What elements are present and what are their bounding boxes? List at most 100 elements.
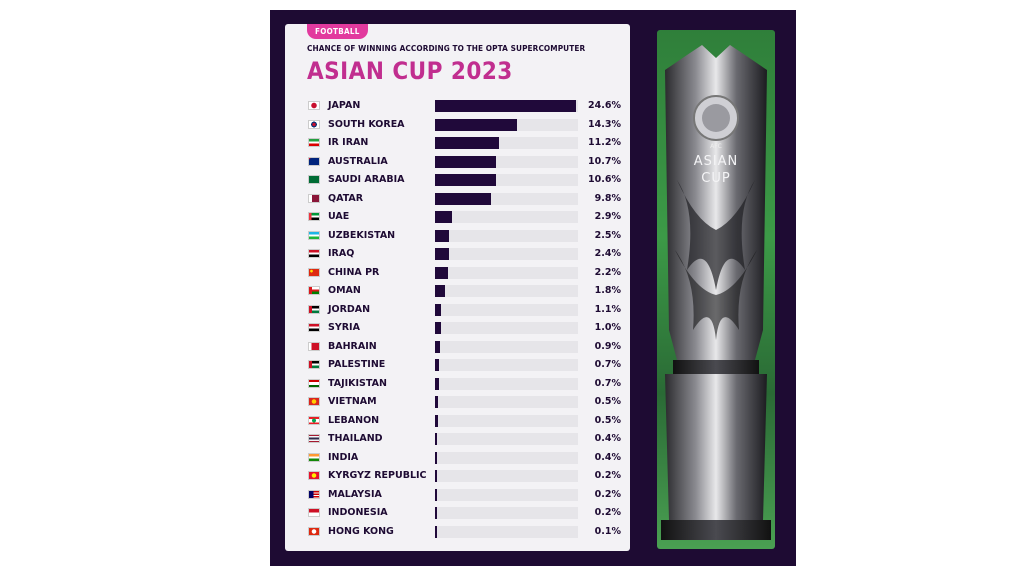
bar-row: INDIA 0.4% <box>285 449 630 467</box>
country-label: PALESTINE <box>328 359 386 370</box>
bar <box>435 414 438 427</box>
saudi-arabia-flag-icon <box>308 175 320 184</box>
value-label: 0.5% <box>594 396 621 407</box>
bar <box>435 525 437 538</box>
bar <box>435 100 576 112</box>
trophy-text-asian: ASIAN <box>694 154 739 169</box>
value-label: 0.2% <box>594 507 621 518</box>
bar <box>435 137 500 149</box>
bar-row: QATAR 9.8% <box>285 190 630 208</box>
value-label: 11.2% <box>588 137 621 148</box>
country-label: HONG KONG <box>328 525 394 537</box>
jordan-flag-icon <box>308 304 320 314</box>
bar-row: IRAQ 2.4% <box>285 245 630 263</box>
country-label: BAHRAIN <box>328 340 377 352</box>
bar-row: HONG KONG 0.1% <box>285 523 630 541</box>
value-label: 0.9% <box>594 340 621 352</box>
trophy-illustration: AFC ASIAN CUP <box>661 45 771 540</box>
country-label: SAUDI ARABIA <box>328 174 405 185</box>
bar-track <box>435 137 578 149</box>
value-label: 10.7% <box>588 155 621 167</box>
value-label: 2.9% <box>594 211 621 222</box>
japan-flag-icon <box>308 101 320 110</box>
bar-row: OMAN 1.8% <box>285 282 630 300</box>
value-label: 9.8% <box>594 192 621 204</box>
bar-track <box>435 229 578 242</box>
bar-row: SAUDI ARABIA 10.6% <box>285 171 630 189</box>
value-label: 0.4% <box>594 433 621 444</box>
bar <box>435 248 449 260</box>
bar-track <box>435 155 578 168</box>
palestine-flag-icon <box>308 360 320 369</box>
tajikistan-flag-icon <box>308 378 320 388</box>
country-label: OMAN <box>328 285 361 296</box>
chart-subtitle: CHANCE OF WINNING ACCORDING TO THE OPTA … <box>307 44 586 53</box>
vietnam-flag-icon <box>308 397 320 406</box>
bar <box>435 322 441 334</box>
country-label: KYRGYZ REPUBLIC <box>328 470 427 481</box>
bar-row: AUSTRALIA 10.7% <box>285 153 630 171</box>
bar <box>435 174 496 186</box>
bar <box>435 211 452 223</box>
south-korea-flag-icon <box>308 119 320 129</box>
bar-track <box>435 322 578 334</box>
bar-track <box>435 340 578 353</box>
australia-flag-icon <box>308 156 320 166</box>
country-label: SOUTH KOREA <box>328 118 405 130</box>
bar <box>435 118 517 131</box>
value-label: 0.1% <box>594 525 621 537</box>
bar-row: UAE 2.9% <box>285 208 630 226</box>
country-label: JAPAN <box>328 100 361 111</box>
bar <box>435 229 450 242</box>
bar <box>435 155 497 168</box>
bar <box>435 340 441 353</box>
indonesia-flag-icon <box>308 508 320 517</box>
bar-track <box>435 174 578 186</box>
country-label: IRAQ <box>328 248 355 259</box>
value-label: 14.3% <box>588 118 621 130</box>
bar-track <box>435 525 578 538</box>
category-tag: FOOTBALL <box>307 24 368 39</box>
trophy-text-cup: CUP <box>701 171 730 186</box>
country-label: JORDAN <box>328 303 371 315</box>
bar <box>435 488 437 501</box>
bar-row: PALESTINE 0.7% <box>285 356 630 374</box>
lebanon-flag-icon <box>308 415 320 425</box>
malaysia-flag-icon <box>308 489 320 499</box>
value-label: 1.0% <box>594 322 621 333</box>
country-label: QATAR <box>328 192 364 204</box>
bar-track <box>435 211 578 223</box>
bar-row: MALAYSIA 0.2% <box>285 486 630 504</box>
value-label: 10.6% <box>588 174 621 185</box>
bar-track <box>435 377 578 390</box>
value-label: 1.8% <box>594 285 621 296</box>
bar-track <box>435 488 578 501</box>
bar <box>435 285 446 297</box>
bar-track <box>435 285 578 297</box>
bar-row: VIETNAM 0.5% <box>285 393 630 411</box>
bar-row: KYRGYZ REPUBLIC 0.2% <box>285 467 630 485</box>
country-label: SYRIA <box>328 322 360 333</box>
bahrain-flag-icon <box>308 341 320 351</box>
bar-row: JAPAN 24.6% <box>285 97 630 115</box>
country-label: UAE <box>328 211 350 222</box>
bar <box>435 507 437 519</box>
bar <box>435 266 448 279</box>
bar-track <box>435 470 578 482</box>
bar-row: BAHRAIN 0.9% <box>285 338 630 356</box>
bar-row: CHINA PR 2.2% <box>285 264 630 282</box>
iran-flag-icon <box>308 138 320 147</box>
bar-row: INDONESIA 0.2% <box>285 504 630 522</box>
bar-row: SYRIA 1.0% <box>285 319 630 337</box>
china-flag-icon <box>308 267 320 277</box>
bar-track <box>435 303 578 316</box>
qatar-flag-icon <box>308 193 320 203</box>
bar <box>435 451 438 464</box>
bar-track <box>435 266 578 279</box>
thailand-flag-icon <box>308 434 320 443</box>
bar <box>435 433 438 445</box>
trophy-photo: AFC ASIAN CUP <box>657 30 775 549</box>
value-label: 0.2% <box>594 488 621 500</box>
bar-row: JORDAN 1.1% <box>285 301 630 319</box>
bar-track <box>435 433 578 445</box>
